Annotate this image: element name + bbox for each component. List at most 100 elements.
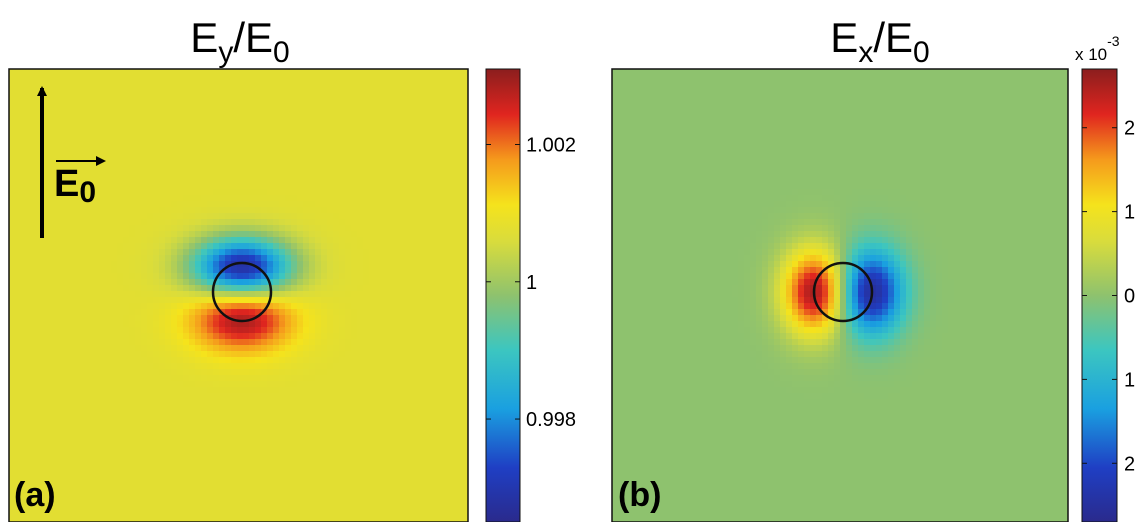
heatmap-cell — [453, 435, 460, 442]
heatmap-cell — [99, 111, 106, 118]
heatmap-cell — [321, 363, 328, 370]
heatmap-cell — [339, 411, 346, 418]
heatmap-cell — [153, 111, 160, 118]
heatmap-cell — [177, 333, 184, 340]
heatmap-cell — [123, 249, 130, 256]
heatmap-cell — [129, 321, 136, 328]
heatmap-cell — [417, 207, 424, 214]
heatmap-cell — [225, 243, 232, 250]
heatmap-cell — [141, 291, 148, 298]
heatmap-cell — [273, 243, 280, 250]
heatmap-cell — [297, 381, 304, 388]
heatmap-cell — [81, 93, 88, 100]
heatmap-cell — [285, 225, 292, 232]
heatmap-cell — [87, 111, 94, 118]
heatmap-cell — [405, 291, 412, 298]
heatmap-cell — [405, 309, 412, 316]
heatmap-cell — [297, 273, 304, 280]
heatmap-cell — [207, 189, 214, 196]
heatmap-cell — [207, 315, 214, 322]
heatmap-cell — [399, 453, 406, 460]
heatmap-cell — [417, 195, 424, 202]
heatmap-cell — [153, 261, 160, 268]
heatmap-cell — [153, 399, 160, 406]
heatmap-cell — [441, 351, 448, 358]
heatmap-cell — [21, 429, 28, 436]
heatmap-cell — [33, 381, 40, 388]
heatmap-cell — [429, 309, 436, 316]
heatmap-cell — [237, 381, 244, 388]
heatmap-cell — [33, 327, 40, 334]
heatmap-cell — [333, 201, 340, 208]
heatmap-cell — [267, 141, 274, 148]
heatmap-cell — [141, 267, 148, 274]
heatmap-cell — [135, 363, 142, 370]
heatmap-cell — [417, 201, 424, 208]
heatmap-cell — [219, 435, 226, 442]
heatmap-cell — [297, 183, 304, 190]
heatmap-cell — [219, 171, 226, 178]
heatmap-cell — [387, 105, 394, 112]
heatmap-cell — [303, 297, 310, 304]
heatmap-cell — [243, 291, 250, 298]
heatmap-cell — [147, 159, 154, 166]
heatmap-cell — [207, 435, 214, 442]
heatmap-cell — [45, 75, 52, 82]
heatmap-cell — [423, 417, 430, 424]
heatmap-cell — [105, 441, 112, 448]
heatmap-cell — [309, 189, 316, 196]
heatmap-cell — [423, 225, 430, 232]
heatmap-cell — [273, 387, 280, 394]
heatmap-cell — [249, 195, 256, 202]
heatmap-cell — [165, 177, 172, 184]
heatmap-cell — [159, 69, 166, 76]
heatmap-cell — [435, 225, 442, 232]
heatmap-cell — [237, 93, 244, 100]
heatmap-cell — [441, 171, 448, 178]
heatmap-cell — [9, 117, 16, 124]
heatmap-cell — [75, 315, 82, 322]
heatmap-cell — [207, 231, 214, 238]
heatmap-cell — [231, 405, 238, 412]
heatmap-cell — [279, 255, 286, 262]
heatmap-cell — [249, 237, 256, 244]
heatmap-cell — [333, 105, 340, 112]
heatmap-cell — [357, 333, 364, 340]
heatmap-cell — [273, 255, 280, 262]
heatmap-cell — [183, 225, 190, 232]
heatmap-cell — [459, 261, 466, 268]
heatmap-cell — [69, 381, 76, 388]
heatmap-cell — [381, 333, 388, 340]
heatmap-cell — [69, 105, 76, 112]
heatmap-cell — [171, 303, 178, 310]
heatmap-cell — [147, 447, 154, 454]
heatmap-cell — [135, 189, 142, 196]
heatmap-cell — [27, 279, 34, 286]
heatmap-cell — [165, 99, 172, 106]
heatmap-cell — [465, 153, 468, 160]
heatmap-cell — [105, 363, 112, 370]
heatmap-cell — [231, 417, 238, 424]
heatmap-cell — [375, 129, 382, 136]
heatmap-cell — [417, 81, 424, 88]
heatmap-cell — [351, 213, 358, 220]
heatmap-cell — [117, 273, 124, 280]
heatmap-cell — [93, 237, 100, 244]
heatmap-cell — [417, 423, 424, 430]
heatmap-cell — [453, 279, 460, 286]
heatmap-cell — [423, 333, 430, 340]
heatmap-cell — [273, 111, 280, 118]
heatmap-cell — [363, 153, 370, 160]
heatmap-cell — [75, 213, 82, 220]
heatmap-cell — [237, 417, 244, 424]
heatmap-cell — [453, 177, 460, 184]
heatmap-cell — [291, 393, 298, 400]
heatmap-cell — [201, 285, 208, 292]
heatmap-cell — [291, 153, 298, 160]
heatmap-cell — [291, 273, 298, 280]
heatmap-cell — [33, 267, 40, 274]
heatmap-cell — [285, 279, 292, 286]
heatmap-cell — [183, 171, 190, 178]
heatmap-cell — [339, 201, 346, 208]
heatmap-cell — [153, 165, 160, 172]
